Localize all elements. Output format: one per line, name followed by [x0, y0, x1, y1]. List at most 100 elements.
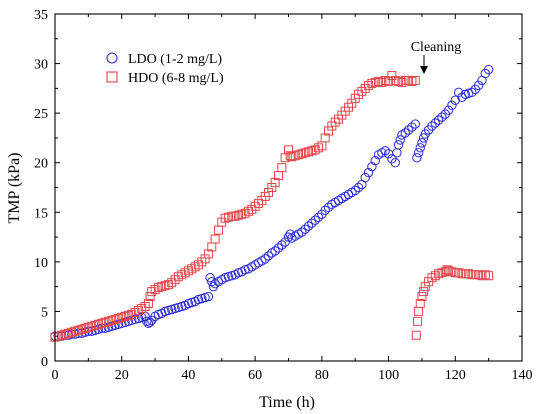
data-point-hdo — [113, 313, 123, 323]
data-point-hdo — [200, 254, 210, 264]
legend-label-hdo: HDO (6-8 mg/L) — [128, 71, 224, 86]
data-point-ldo — [473, 80, 484, 91]
data-point-hdo — [444, 266, 454, 276]
data-point-hdo — [384, 76, 394, 86]
data-point-hdo — [414, 306, 424, 316]
legend-item-ldo: LDO (1-2 mg/L) — [106, 52, 222, 67]
data-point-hdo — [53, 331, 63, 341]
data-point-hdo — [230, 211, 240, 221]
data-point-hdo — [387, 70, 397, 80]
data-point-ldo — [443, 105, 454, 115]
data-point-hdo — [250, 201, 260, 211]
data-point-hdo — [160, 281, 170, 291]
data-point-hdo — [440, 267, 450, 277]
data-point-hdo — [77, 324, 87, 334]
data-point-ldo — [300, 224, 310, 234]
data-point-hdo — [210, 234, 220, 244]
data-point-hdo — [374, 76, 384, 86]
series-ldo — [50, 64, 494, 341]
data-point-hdo — [297, 149, 307, 159]
data-point-hdo — [117, 312, 127, 322]
legend-item-hdo: HDO (6-8 mg/L) — [106, 71, 224, 86]
data-point-hdo — [103, 316, 113, 326]
data-point-ldo — [145, 317, 155, 328]
data-point-hdo — [263, 187, 273, 197]
data-point-hdo — [253, 198, 263, 208]
data-point-hdo — [284, 145, 293, 155]
y-tick-label: 30 — [34, 58, 48, 73]
x-axis-title: Time (h) — [259, 394, 315, 411]
data-point-hdo — [437, 268, 447, 278]
data-point-hdo — [153, 283, 163, 293]
data-point-hdo — [415, 298, 425, 308]
data-point-hdo — [233, 210, 243, 220]
y-tick-label: 35 — [34, 8, 48, 23]
data-point-hdo — [63, 328, 73, 338]
cleaning-arrow-head — [420, 66, 428, 74]
x-tick-label: 40 — [181, 368, 195, 383]
data-point-ldo — [270, 246, 280, 256]
data-point-ldo — [450, 95, 460, 105]
data-point-hdo — [243, 206, 253, 216]
data-point-hdo — [430, 271, 440, 281]
data-point-hdo — [277, 163, 287, 173]
data-point-hdo — [100, 317, 110, 327]
data-point-hdo — [480, 270, 490, 280]
data-point-hdo — [464, 269, 474, 279]
data-point-hdo — [314, 143, 324, 153]
y-tick-label: 10 — [34, 256, 48, 271]
y-tick-label: 15 — [34, 206, 48, 221]
data-point-hdo — [370, 77, 380, 87]
data-point-hdo — [163, 280, 173, 290]
chart-axes: 0 20 40 60 80 100 120 140 0 5 10 15 20 25 30 35 — [34, 8, 533, 383]
y-tick-label: 20 — [34, 157, 48, 172]
data-point-ldo — [205, 273, 215, 283]
data-point-ldo — [273, 243, 284, 253]
data-point-hdo — [140, 301, 150, 311]
data-point-hdo — [474, 270, 484, 280]
data-point-ldo — [412, 153, 422, 163]
data-point-ldo — [370, 156, 380, 166]
data-point-hdo — [270, 178, 280, 188]
data-point-hdo — [203, 249, 213, 259]
data-point-hdo — [157, 282, 167, 292]
data-point-ldo — [260, 254, 270, 264]
data-point-ldo — [390, 158, 400, 168]
data-point-hdo — [167, 278, 177, 288]
data-point-hdo — [107, 315, 117, 325]
data-point-ldo — [447, 100, 457, 110]
data-point-hdo — [354, 89, 364, 99]
data-point-ldo — [297, 227, 307, 237]
data-point-hdo — [477, 271, 487, 281]
y-tick-label: 25 — [34, 107, 48, 122]
data-point-ldo — [433, 115, 444, 125]
x-tick-label: 60 — [248, 368, 262, 383]
data-point-hdo — [419, 287, 429, 297]
data-point-hdo — [143, 298, 153, 308]
data-point-hdo — [410, 75, 420, 85]
y-tick-label: 0 — [41, 355, 48, 370]
plot-frame — [54, 13, 523, 362]
data-point-ldo — [323, 202, 334, 213]
data-point-hdo — [80, 323, 90, 333]
data-point-hdo — [300, 148, 310, 158]
x-tick-label: 140 — [512, 368, 533, 383]
x-tick-label: 20 — [115, 368, 129, 383]
legend-marker-ldo — [106, 52, 118, 64]
data-point-ldo — [360, 172, 370, 183]
data-point-ldo — [467, 87, 477, 98]
data-point-hdo — [97, 318, 107, 328]
data-point-hdo — [93, 319, 103, 329]
data-point-hdo — [150, 285, 160, 295]
data-point-ldo — [417, 138, 427, 148]
data-point-hdo — [193, 260, 203, 270]
data-point-hdo — [377, 77, 387, 87]
data-point-ldo — [263, 251, 274, 261]
data-point-ldo — [393, 140, 404, 150]
data-point-hdo — [120, 311, 130, 321]
y-axis-title: TMP (kPa) — [6, 153, 23, 224]
data-point-ldo — [367, 161, 377, 172]
data-point-hdo — [411, 330, 421, 340]
data-point-ldo — [407, 122, 417, 132]
data-point-ldo — [143, 318, 154, 329]
